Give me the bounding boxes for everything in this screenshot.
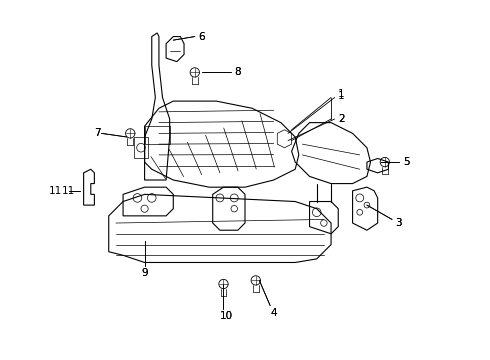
Text: 1: 1 — [338, 91, 345, 101]
Text: 4: 4 — [270, 308, 277, 318]
Text: 2: 2 — [338, 114, 345, 124]
Text: 10: 10 — [220, 311, 233, 321]
Text: 11: 11 — [62, 186, 75, 196]
Text: 6: 6 — [198, 32, 205, 41]
Text: 2: 2 — [338, 114, 345, 124]
Text: 7: 7 — [95, 129, 101, 138]
Text: 5: 5 — [403, 157, 410, 167]
Text: 11: 11 — [49, 186, 62, 196]
Text: 6: 6 — [198, 32, 205, 41]
Text: 3: 3 — [395, 218, 402, 228]
Text: 9: 9 — [141, 268, 147, 278]
Text: 4: 4 — [270, 308, 277, 318]
Text: 8: 8 — [234, 67, 241, 77]
Text: 7: 7 — [95, 129, 101, 138]
Text: 1: 1 — [338, 89, 345, 99]
Text: 8: 8 — [234, 67, 241, 77]
Text: 3: 3 — [395, 218, 402, 228]
Text: 10: 10 — [220, 311, 233, 321]
Text: 9: 9 — [141, 268, 147, 278]
Text: 5: 5 — [403, 157, 410, 167]
